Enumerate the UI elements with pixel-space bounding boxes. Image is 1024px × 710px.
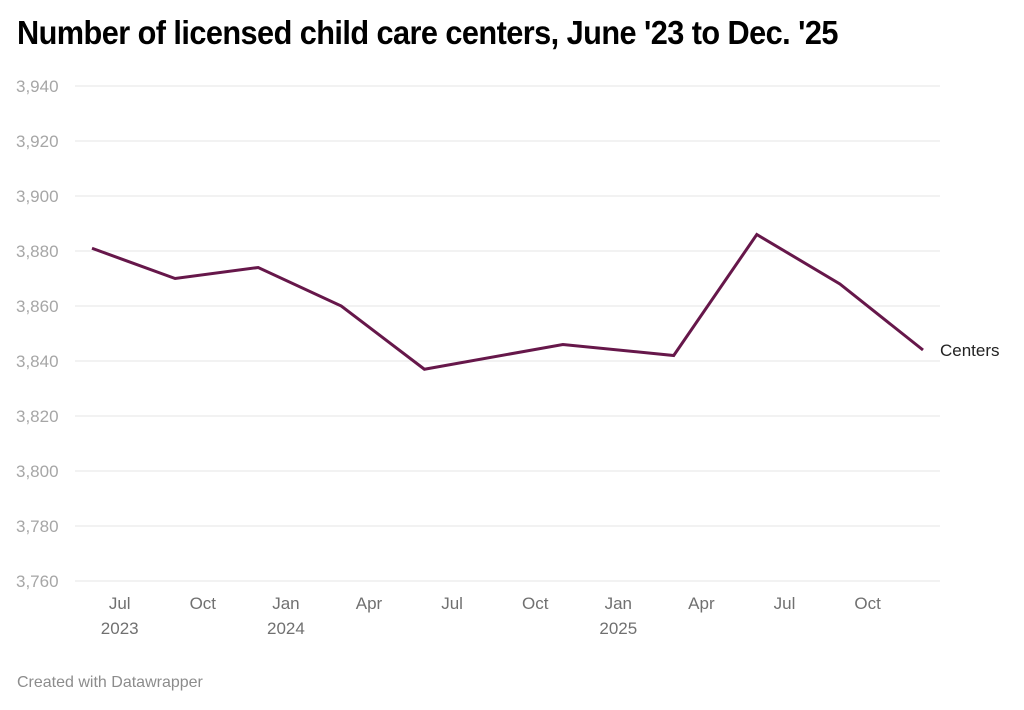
footer-credit: Created with Datawrapper — [17, 674, 203, 691]
series-end-label: Centers — [940, 341, 1000, 360]
y-tick-label: 3,760 — [16, 572, 59, 591]
y-tick-label: 3,940 — [16, 77, 59, 96]
x-tick-label: Apr — [356, 594, 383, 613]
x-tick-label: Oct — [854, 594, 881, 613]
y-tick-label: 3,800 — [16, 462, 59, 481]
y-tick-label: 3,840 — [16, 352, 59, 371]
x-tick-label: Jul — [774, 594, 796, 613]
y-tick-label: 3,820 — [16, 407, 59, 426]
x-axis: Jul 2023 Oct Jan 2024 Apr Jul Oct Jan 2025 Apr Jul O… — [101, 594, 881, 638]
x-tick-label: Apr — [688, 594, 715, 613]
x-tick-label: Oct — [522, 594, 549, 613]
y-tick-label: 3,860 — [16, 297, 59, 316]
chart-title: Number of licensed child care centers, J… — [17, 14, 838, 51]
x-tick-label: Jan — [605, 594, 632, 613]
x-tick-year-label: 2023 — [101, 619, 139, 638]
x-tick-label: Oct — [190, 594, 217, 613]
y-axis: 3,940 3,920 3,900 3,880 3,860 3,840 3,820 3,800… — [16, 77, 59, 591]
x-tick-year-label: 2024 — [267, 619, 305, 638]
x-tick-year-label: 2025 — [599, 619, 637, 638]
x-tick-label: Jan — [272, 594, 299, 613]
gridlines — [75, 85, 940, 582]
series: Centers — [91, 232, 1000, 371]
y-tick-label: 3,880 — [16, 242, 59, 261]
series-line-centers — [91, 232, 924, 371]
x-tick-label: Jul — [109, 594, 131, 613]
y-tick-label: 3,920 — [16, 132, 59, 151]
x-tick-label: Jul — [441, 594, 463, 613]
y-tick-label: 3,900 — [16, 187, 59, 206]
y-tick-label: 3,780 — [16, 517, 59, 536]
